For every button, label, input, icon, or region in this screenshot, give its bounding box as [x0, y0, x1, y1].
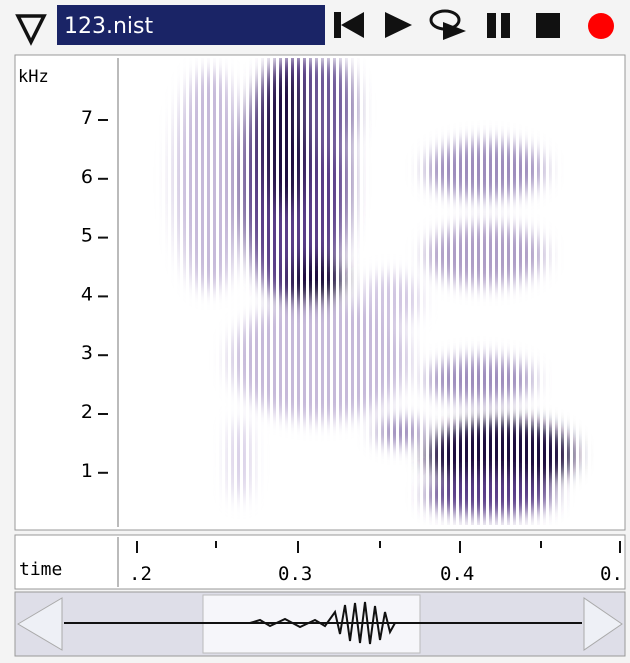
time-axis: .2 0.3 0.4 0.	[129, 541, 623, 585]
loop-button[interactable]	[429, 9, 466, 40]
filename: 123.nist	[64, 14, 154, 39]
time-label: time	[19, 559, 62, 580]
y-tick-label: 7	[81, 107, 93, 129]
time-minor-ticks	[215, 541, 542, 548]
y-unit: kHz	[18, 67, 49, 87]
time-tick-label: 0.4	[440, 563, 474, 585]
record-button[interactable]	[588, 13, 614, 39]
waveform	[249, 601, 396, 645]
filename-box[interactable]	[57, 5, 325, 45]
play-button[interactable]	[385, 12, 412, 38]
time-axis-panel	[14, 534, 626, 590]
y-tick-label: 3	[81, 342, 93, 364]
y-tick-label: 1	[81, 460, 93, 482]
time-tick-label: 0.3	[278, 563, 312, 585]
scroll-right[interactable]	[583, 597, 623, 651]
y-tick-label: 5	[81, 225, 93, 247]
y-tick-label: 6	[81, 166, 93, 188]
scroll-left[interactable]	[17, 597, 63, 651]
time-tick-label: .2	[129, 563, 152, 585]
spectrogram-image	[175, 58, 575, 515]
y-tick-label: 4	[81, 283, 93, 305]
time-tick-label: 0.	[600, 563, 623, 585]
skip-back-button[interactable]	[334, 12, 364, 38]
y-tick-label: 2	[81, 401, 93, 423]
stop-button[interactable]	[536, 13, 560, 38]
pause-button[interactable]	[487, 13, 510, 38]
y-axis: 7 6 5 4 3 2 1	[81, 107, 108, 482]
menu-toggle[interactable]	[15, 14, 47, 46]
